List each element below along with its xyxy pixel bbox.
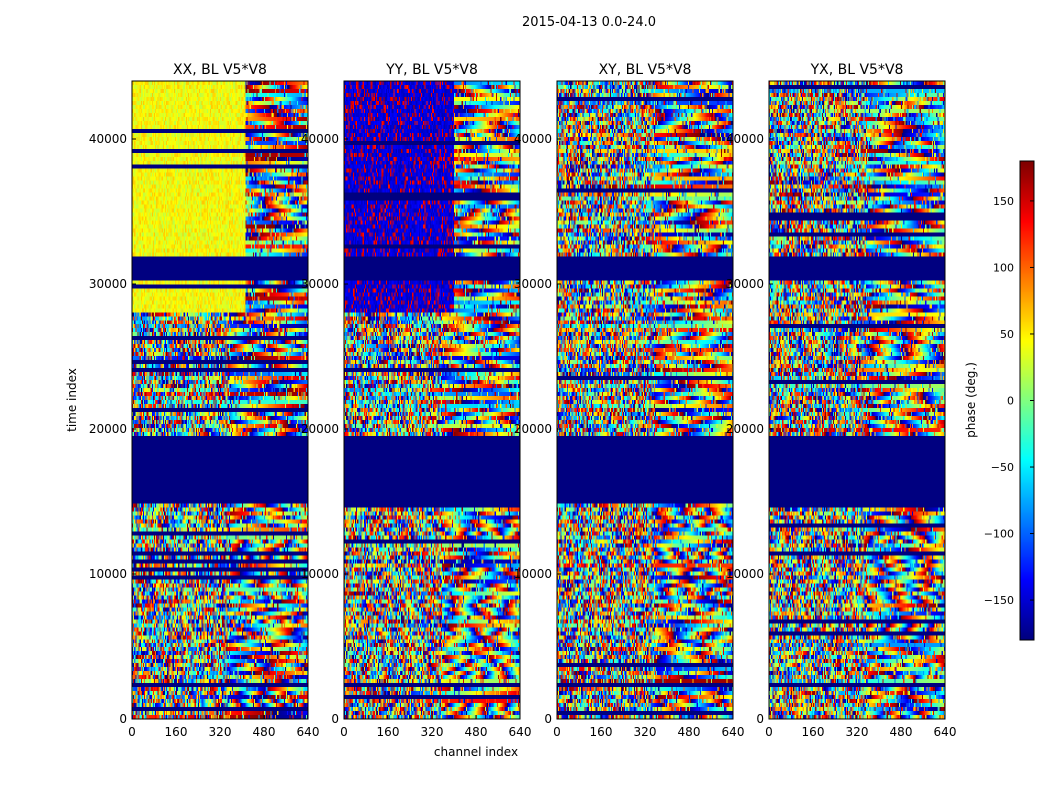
y-tick-label: 40000 (726, 132, 764, 146)
y-tick-label: 10000 (301, 567, 339, 581)
y-tick-label: 0 (544, 712, 552, 726)
x-tick-label: 480 (465, 725, 488, 739)
y-tick-label: 0 (331, 712, 339, 726)
x-tick-label: 0 (340, 725, 348, 739)
x-tick-label: 320 (421, 725, 444, 739)
colorbar-tick-label: 150 (993, 195, 1014, 208)
phase-heatmap (769, 81, 945, 719)
y-axis-label: time index (65, 368, 79, 432)
y-tick-label: 20000 (726, 422, 764, 436)
panel-title: XY, BL V5*V8 (599, 62, 692, 78)
x-tick-label: 0 (553, 725, 561, 739)
colorbar-tick-label: −50 (991, 461, 1014, 474)
phase-heatmap (344, 81, 520, 719)
y-tick-label: 40000 (514, 132, 552, 146)
y-tick-label: 30000 (726, 277, 764, 291)
colorbar-tick-label: −100 (984, 528, 1014, 541)
colorbar-tick-label: 0 (1007, 395, 1014, 408)
x-tick-label: 640 (509, 725, 532, 739)
x-tick-label: 160 (590, 725, 613, 739)
y-tick-label: 20000 (514, 422, 552, 436)
colorbar-tick-label: 50 (1000, 328, 1014, 341)
panel-xx: XX, BL V5*V8 0 160 320 480 640 0 10000 20000 3000… (89, 62, 320, 739)
x-tick-label: 640 (297, 725, 320, 739)
y-tick-label: 30000 (301, 277, 339, 291)
x-tick-label: 320 (634, 725, 657, 739)
y-tick-label: 10000 (514, 567, 552, 581)
panel-title: YX, BL V5*V8 (810, 62, 904, 78)
y-tick-label: 10000 (726, 567, 764, 581)
x-tick-label: 640 (722, 725, 745, 739)
x-tick-label: 160 (377, 725, 400, 739)
colorbar: −150 −100 −50 0 50 100 150 phase (deg.) (964, 160, 1035, 641)
x-tick-label: 160 (802, 725, 825, 739)
x-tick-label: 480 (678, 725, 701, 739)
y-tick-label: 0 (756, 712, 764, 726)
y-tick-label: 10000 (89, 567, 127, 581)
y-tick-label: 30000 (514, 277, 552, 291)
y-tick-label: 20000 (89, 422, 127, 436)
colorbar-label: phase (deg.) (964, 362, 978, 438)
heatmap-panels: XX, BL V5*V8 0 160 320 480 640 0 10000 20000 3000… (89, 62, 957, 739)
phase-heatmap (132, 81, 308, 719)
x-tick-label: 0 (765, 725, 773, 739)
x-tick-label: 320 (209, 725, 232, 739)
y-tick-label: 0 (119, 712, 127, 726)
y-tick-label: 40000 (89, 132, 127, 146)
x-tick-label: 160 (165, 725, 188, 739)
colorbar-tick-label: −150 (984, 594, 1014, 607)
colorbar-tick-label: 100 (993, 261, 1014, 274)
x-tick-label: 0 (128, 725, 136, 739)
phase-heatmap (557, 81, 733, 719)
figure-suptitle: 2015-04-13 0.0-24.0 (522, 15, 656, 30)
y-tick-label: 20000 (301, 422, 339, 436)
panel-title: XX, BL V5*V8 (173, 62, 267, 78)
panel-yy: YY, BL V5*V8 0 160 320 480 640 0 10000 20000 3000… (301, 62, 532, 739)
x-tick-label: 480 (890, 725, 913, 739)
x-tick-label: 320 (846, 725, 869, 739)
panel-yx: YX, BL V5*V8 0 160 320 480 640 0 10000 20000 3000… (726, 62, 957, 739)
x-tick-label: 640 (934, 725, 957, 739)
colorbar-gradient (1020, 161, 1034, 640)
x-tick-label: 480 (253, 725, 276, 739)
panel-xy: XY, BL V5*V8 0 160 320 480 640 0 10000 20000 3000… (514, 62, 745, 739)
y-tick-label: 30000 (89, 277, 127, 291)
y-tick-label: 40000 (301, 132, 339, 146)
panel-title: YY, BL V5*V8 (385, 62, 478, 78)
x-axis-label: channel index (434, 745, 518, 759)
